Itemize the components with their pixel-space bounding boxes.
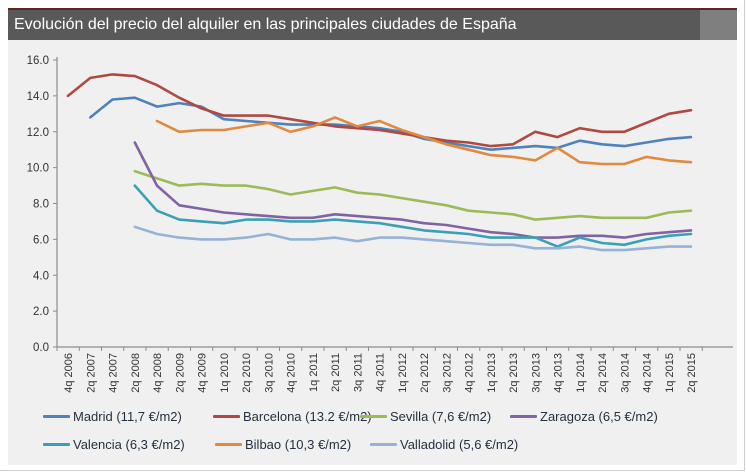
series-line-zaragoza [133,141,693,239]
y-tick-label: 6.0 [33,234,49,246]
legend-item-bilbao: Bilbao (10,3 €/m2) [215,436,351,452]
legend-label-valladolid: Valladolid (5,6 €/m2) [400,436,519,452]
y-tick-label: 2.0 [33,306,49,318]
x-tick-label: 2q 2007 [85,353,97,393]
x-tick-label: 3q 2012 [441,353,453,393]
y-tick-label: 16.0 [27,55,49,67]
legend-swatch-valencia [43,442,70,446]
legend-label-barcelona: Barcelona (13.2 €/m2) [243,408,372,424]
x-tick-label: 3q 2011 [352,353,364,392]
y-tick-label: 0.0 [33,342,49,354]
legend-item-valencia: Valencia (6,3 €/m2) [43,436,185,452]
x-tick-label: 1q 2010 [219,353,231,393]
x-tick-label: 3q 2013 [530,353,542,393]
x-tick-label: 2q 2012 [419,353,431,393]
title-bar-tail [700,10,737,40]
legend-swatch-valladolid [370,442,397,446]
legend-swatch-barcelona [213,414,240,418]
x-tick-label: 2q 2009 [174,353,186,393]
legend-label-zaragoza: Zaragoza (6,5 €/m2) [540,408,658,424]
x-tick-label: 2q 2008 [130,353,142,393]
y-tick-label: 8.0 [33,199,49,211]
x-tick-label: 2q 2010 [241,353,253,393]
series-line-bilbao [155,116,693,166]
x-tick-label: 2q 2011 [330,353,342,392]
x-tick-label: 4q 2009 [197,353,209,393]
chart-title-bar: Evolución del precio del alquiler en las… [8,10,737,40]
legend-item-sevilla: Sevilla (7,6 €/m2) [360,408,491,424]
legend-swatch-madrid [43,414,70,418]
series-line-sevilla [133,169,693,221]
chart-region: 0.0 2.0 4.0 6.0 8.0 10.0 12.0 14.0 16.0 4q 2006 2q… [8,40,737,465]
x-tick-label: 3q 2010 [263,353,275,393]
y-tick-label: 12.0 [27,127,49,139]
x-tick-label: 4q 2006 [63,353,75,393]
top-accent-stripe [8,8,737,10]
legend-item-madrid: Madrid (11,7 €/m2) [43,408,182,424]
x-tick-label: 4q 2011 [375,353,387,392]
legend-label-bilbao: Bilbao (10,3 €/m2) [245,436,352,452]
legend-item-valladolid: Valladolid (5,6 €/m2) [370,436,518,452]
chart-svg: 0.0 2.0 4.0 6.0 8.0 10.0 12.0 14.0 16.0 4q 2006 2q… [27,55,733,393]
x-tick-label: 2q 2013 [508,353,520,393]
x-tick-label: 1q 2013 [486,353,498,393]
series-line-valladolid [133,225,693,252]
legend-item-zaragoza: Zaragoza (6,5 €/m2) [510,408,658,424]
x-tick-label: 1q 2011 [308,353,320,392]
legend-item-barcelona: Barcelona (13.2 €/m2) [213,408,372,424]
series-line-madrid [89,96,693,151]
x-tick-label: 2q 2015 [686,353,698,393]
legend-swatch-bilbao [215,442,242,446]
y-tick-label: 10.0 [27,163,49,175]
legend-label-sevilla: Sevilla (7,6 €/m2) [390,408,492,424]
x-tick-label: 4q 2013 [553,353,565,393]
x-tick-label: 1q 2015 [664,353,676,393]
legend-label-madrid: Madrid (11,7 €/m2) [73,408,182,424]
y-tick-label: 4.0 [33,270,49,282]
x-tick-label: 1q 2014 [575,353,587,393]
x-tick-label: 4q 2008 [152,353,164,393]
x-tick-label: 3q 2014 [619,353,631,393]
x-tick-label: 2q 2014 [597,353,609,393]
y-tick-label: 14.0 [27,91,49,103]
series-line-barcelona [66,73,693,148]
chart-title: Evolución del precio del alquiler en las… [14,16,517,33]
legend-swatch-zaragoza [510,414,537,418]
x-tick-label: 4q 2007 [108,353,120,393]
x-tick-label: 4q 2010 [286,353,298,393]
legend-swatch-sevilla [360,414,387,418]
x-tick-label: 1q 2012 [397,353,409,393]
x-tick-label: 4q 2014 [642,353,654,393]
x-tick-label: 4q 2012 [464,353,476,393]
legend-label-valencia: Valencia (6,3 €/m2) [73,436,185,452]
series-line-valencia [133,184,693,248]
